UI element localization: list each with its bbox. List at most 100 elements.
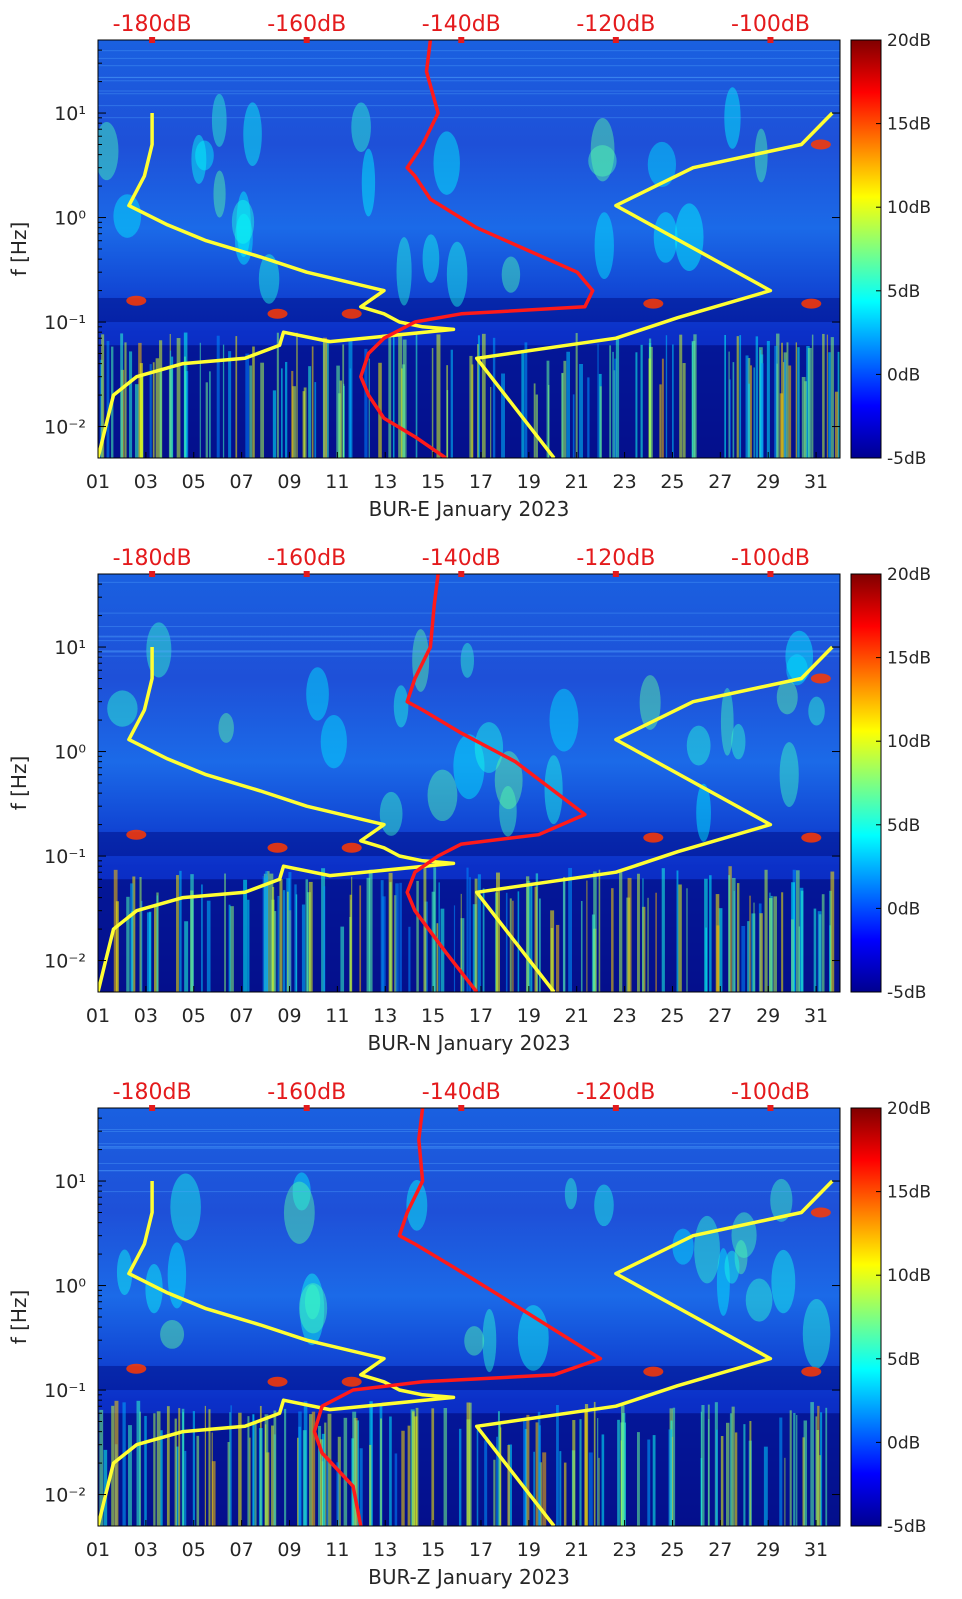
y-tick-label: 10⁰: [54, 208, 86, 230]
streak: [359, 1448, 363, 1526]
streak: [266, 876, 268, 992]
energy-blob: [283, 1181, 315, 1244]
streak: [285, 361, 288, 458]
streak: [825, 1407, 828, 1526]
x-axis-label: BUR-N January 2023: [367, 1031, 570, 1055]
hotspot: [801, 1366, 822, 1377]
streak: [749, 1420, 752, 1526]
streak: [438, 882, 440, 992]
streak: [120, 333, 124, 458]
streak: [337, 1436, 341, 1526]
energy-blob: [686, 725, 711, 766]
streak: [791, 882, 795, 992]
streak: [154, 903, 157, 992]
streak: [731, 1406, 735, 1526]
streak: [561, 372, 564, 458]
energy-blob: [98, 121, 119, 181]
streak: [795, 342, 798, 458]
hotspot: [341, 842, 362, 853]
streak: [550, 910, 555, 992]
streak: [176, 1446, 179, 1526]
colorbar-tick-label: 10dB: [887, 198, 931, 218]
streak: [477, 335, 480, 458]
noise-line: [98, 1162, 840, 1164]
streak: [728, 379, 731, 458]
y-tick-label: 10¹: [54, 103, 86, 125]
streak: [739, 335, 742, 458]
streak: [179, 870, 182, 992]
energy-blob: [754, 128, 768, 183]
streak: [122, 1402, 126, 1526]
streak: [834, 391, 839, 458]
series-line-1: [474, 1179, 834, 1526]
streak: [736, 883, 740, 992]
x-tick-label: 07: [230, 1539, 254, 1561]
streak: [262, 875, 264, 992]
y-tick-label: 10⁰: [54, 742, 86, 764]
streak: [348, 340, 353, 458]
streak: [788, 365, 792, 458]
spectrogram-panel-n: 01 03 05 07 09 11 13 15 17 19 21 23 25 27 29 31 10⁻² 10⁻¹…: [7, 546, 931, 1055]
streak: [534, 886, 538, 992]
streak: [572, 394, 575, 458]
streak: [779, 393, 784, 458]
streak: [493, 1459, 496, 1526]
colorbar-tick-label: 15dB: [887, 649, 931, 669]
x-tick-label: 17: [469, 1005, 493, 1027]
streak: [258, 1428, 263, 1526]
y-tick-label: 10⁻²: [44, 417, 86, 439]
energy-blob: [745, 1278, 773, 1322]
streak: [586, 880, 588, 992]
streak: [732, 877, 736, 992]
streak: [533, 383, 536, 458]
top-axis-tick: [767, 571, 774, 577]
streak: [747, 921, 750, 992]
x-tick-label: 21: [565, 1005, 589, 1027]
energy-blob: [653, 212, 678, 263]
hotspot: [643, 298, 664, 309]
streak: [748, 383, 750, 458]
y-axis-label: f [Hz]: [7, 222, 31, 277]
streak: [201, 884, 203, 992]
streak: [392, 335, 395, 458]
colorbar-gradient: [850, 1107, 882, 1527]
streak: [321, 868, 326, 992]
colorbar-tick-label: 5dB: [887, 816, 920, 836]
energy-blob: [236, 191, 251, 258]
streak: [615, 337, 620, 458]
streak: [294, 884, 297, 992]
hotspot: [267, 842, 288, 853]
energy-blob: [771, 1249, 796, 1314]
y-tick-label: 10¹: [54, 1171, 86, 1193]
energy-blob: [724, 1250, 740, 1284]
noise-line: [98, 76, 840, 78]
x-tick-label: 03: [134, 1539, 158, 1561]
streak: [311, 346, 314, 458]
streak: [292, 386, 296, 458]
streak: [635, 352, 638, 458]
streak: [716, 925, 720, 992]
streak: [795, 870, 800, 992]
streak: [481, 333, 486, 458]
streak: [720, 1436, 724, 1526]
streak: [208, 1409, 211, 1526]
streak: [209, 371, 211, 458]
streak: [311, 1411, 316, 1526]
x-tick-label: 01: [86, 1539, 110, 1561]
streak: [665, 335, 668, 458]
streak: [636, 1432, 640, 1526]
colorbar: -5dB 0dB 5dB 10dB 15dB 20dB: [850, 565, 931, 1003]
streak: [395, 883, 399, 992]
top-axis-label: -120dB: [576, 546, 655, 571]
streak: [272, 886, 275, 992]
streak: [498, 1423, 502, 1526]
noise-line: [98, 655, 840, 657]
streak: [505, 892, 508, 992]
streak: [230, 1405, 232, 1526]
energy-blob: [304, 1284, 321, 1320]
streak: [701, 1405, 705, 1526]
streak: [784, 1457, 786, 1526]
y-tick-label: 10⁻²: [44, 951, 86, 973]
streak: [281, 368, 283, 458]
streak: [326, 1459, 329, 1526]
